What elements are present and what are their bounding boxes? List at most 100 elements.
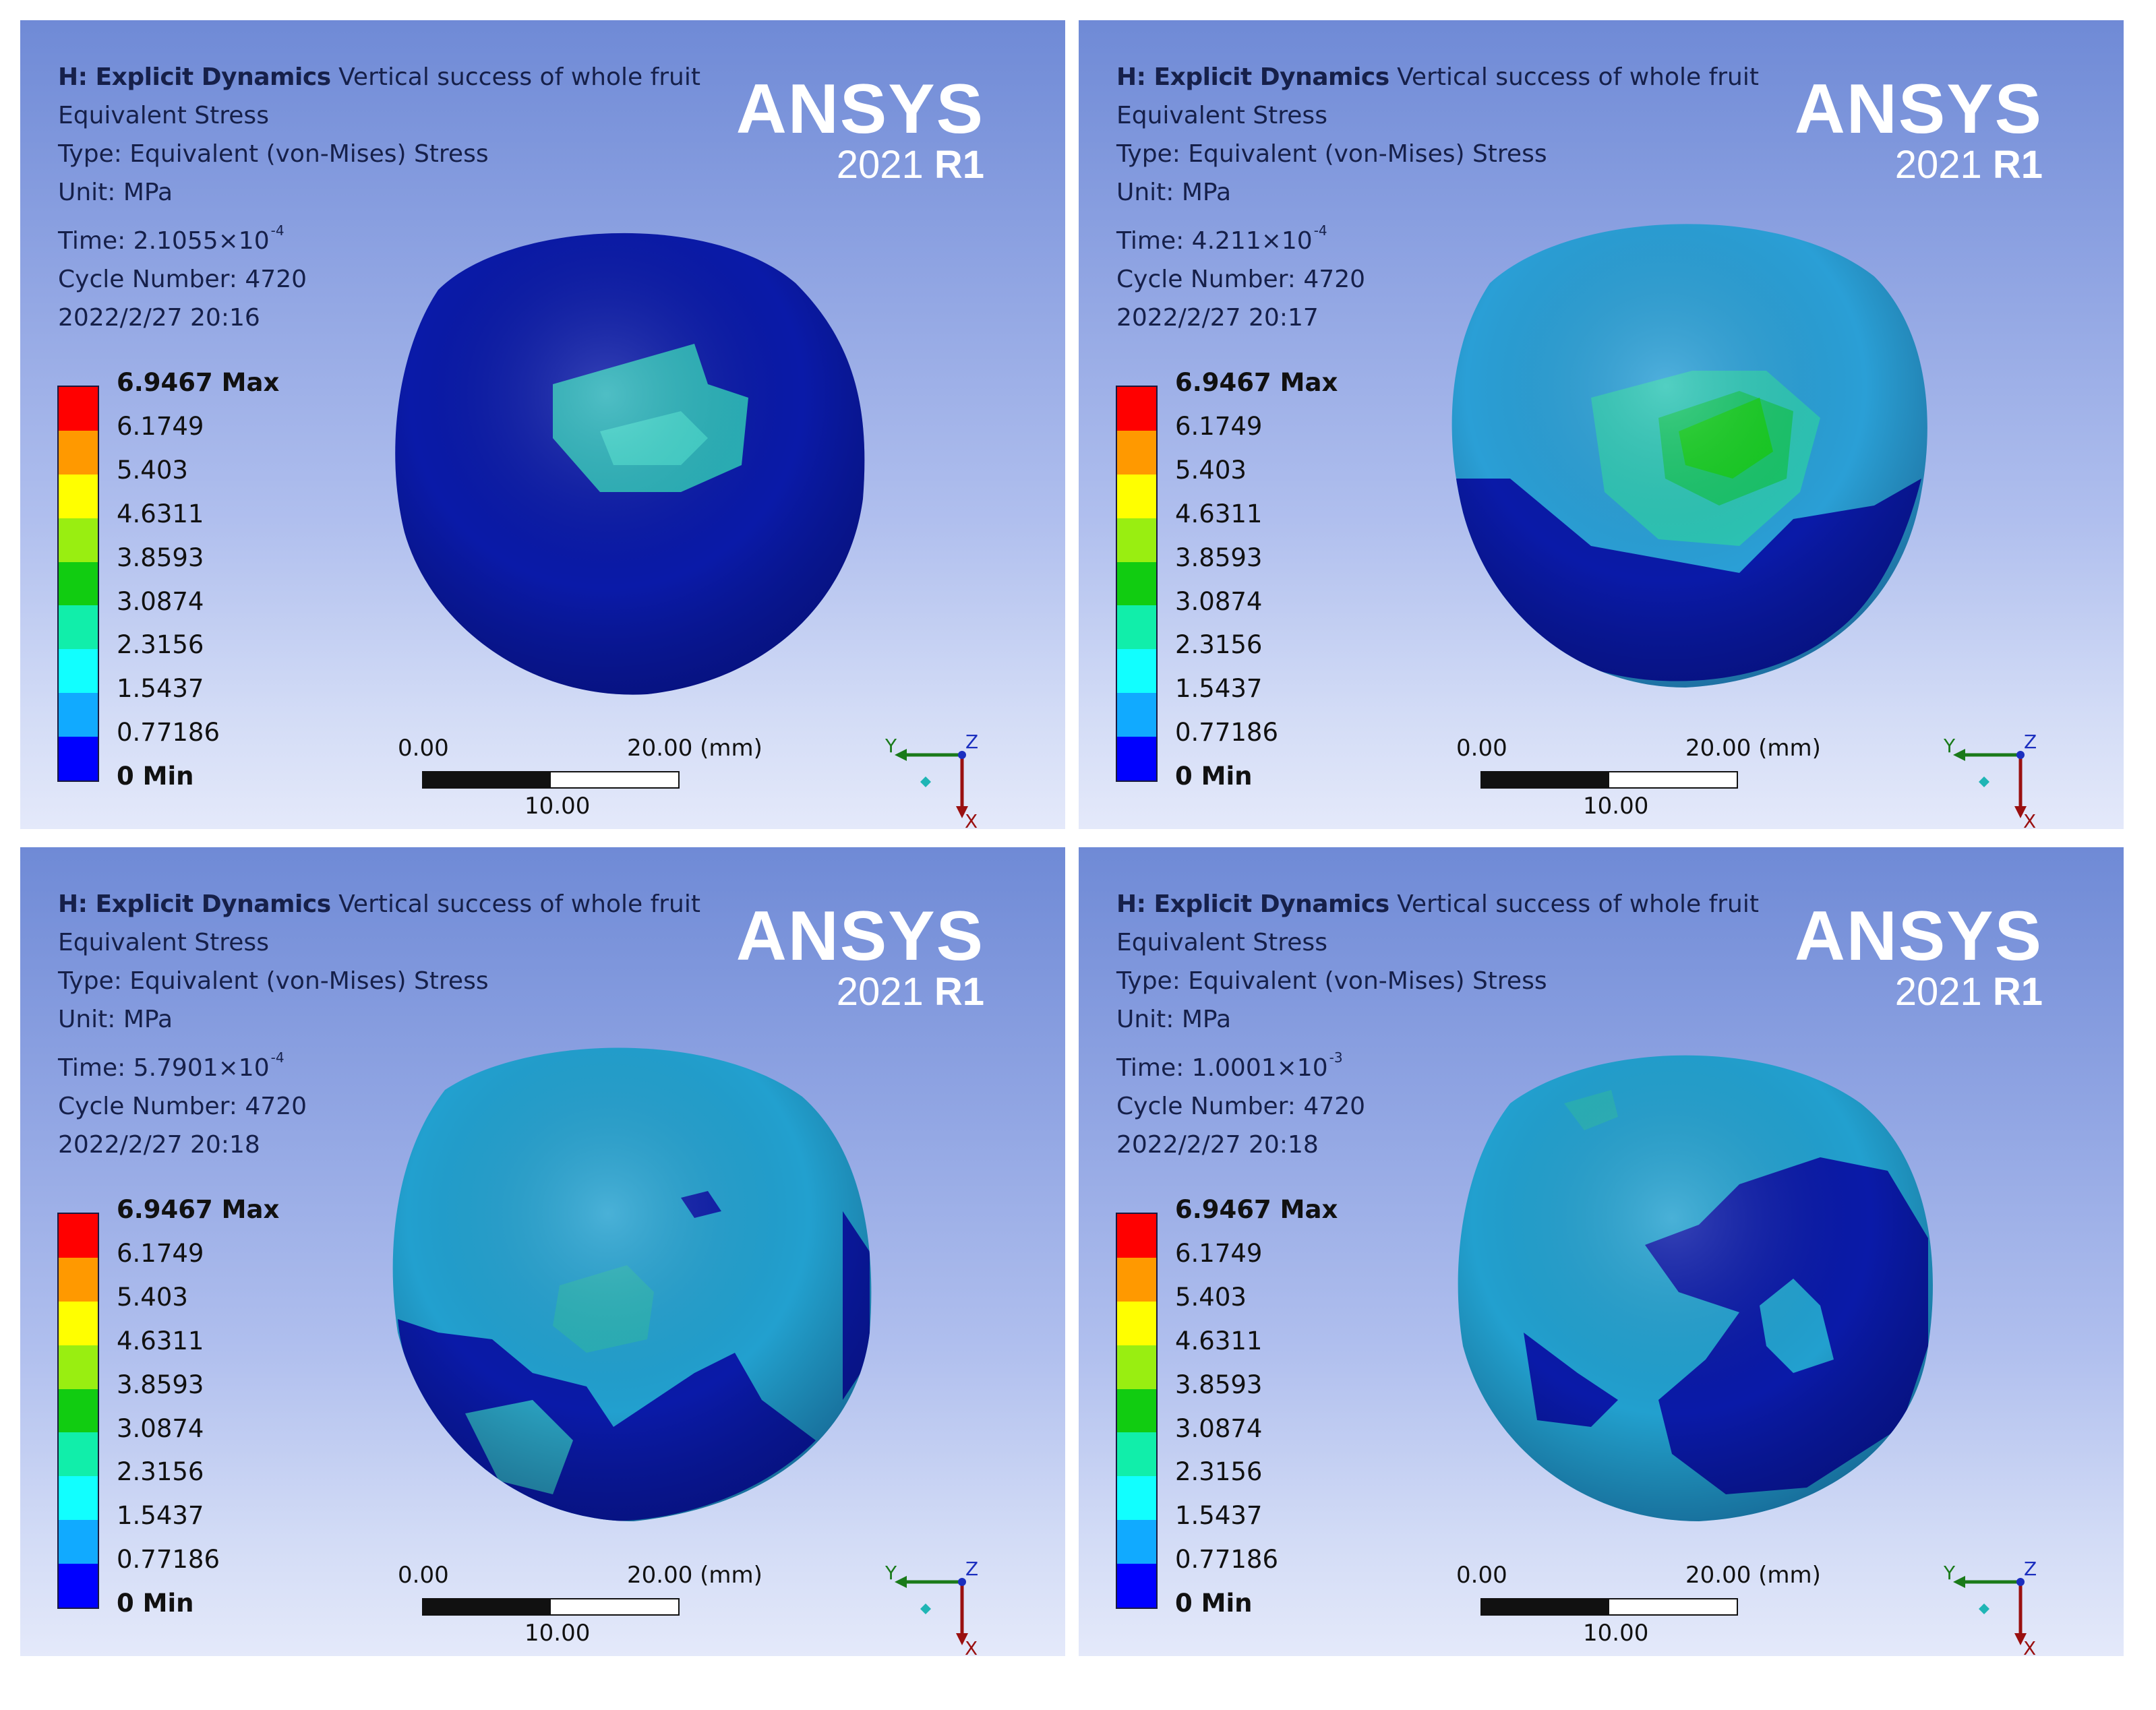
scale-start-label: 0.00 <box>398 1562 449 1589</box>
legend-colorbar <box>1116 386 1158 782</box>
cycle-number: Cycle Number: 4720 <box>1116 266 1365 293</box>
fruit-model[interactable] <box>1389 1022 1996 1568</box>
scale-end-label: 20.00 (mm) <box>627 1562 762 1589</box>
scale-end-label: 20.00 (mm) <box>627 735 762 762</box>
fruit-model[interactable] <box>1389 195 1996 741</box>
time-value: Time: 2.1055×10 <box>58 227 270 255</box>
result-viewport-2[interactable]: H: Explicit Dynamics Vertical success of… <box>1079 20 2124 829</box>
analysis-name: H: Explicit Dynamics <box>1116 63 1389 91</box>
legend-color-band <box>59 1388 98 1433</box>
legend-label: 0 Min <box>1175 1589 1253 1618</box>
axis-triad[interactable]: Y Z X <box>880 728 981 829</box>
legend-label: 1.5437 <box>117 1501 204 1531</box>
legend-color-band <box>59 1564 98 1608</box>
z-axis-dot <box>958 751 966 759</box>
legend-label: 1.5437 <box>1175 674 1263 704</box>
isometric-dot <box>1979 776 1989 787</box>
x-axis-arrow <box>2014 806 2027 818</box>
legend-label: 0.77186 <box>1175 1545 1279 1575</box>
time-exponent: -4 <box>270 1049 285 1066</box>
result-viewport-1[interactable]: H: Explicit Dynamics Vertical success of… <box>20 20 1065 829</box>
result-unit: Unit: MPa <box>1116 179 1232 206</box>
legend-color-band <box>1117 1564 1156 1608</box>
result-title: H: Explicit Dynamics Vertical success of… <box>1116 885 1759 923</box>
ansys-logo: ANSYS 2021 R1 <box>1795 74 2043 187</box>
fruit-model[interactable] <box>330 195 937 741</box>
cycle-number: Cycle Number: 4720 <box>58 266 307 293</box>
legend-color-band <box>1117 1520 1156 1564</box>
scale-end-label: 20.00 (mm) <box>1685 735 1821 762</box>
y-axis-arrow <box>1953 1576 1965 1588</box>
result-info: H: Explicit Dynamics Vertical success of… <box>58 885 700 1164</box>
legend-label: 2.3156 <box>117 1457 204 1487</box>
legend-label: 6.1749 <box>1175 411 1263 441</box>
time-exponent: -4 <box>1313 222 1327 239</box>
legend-label: 3.8593 <box>117 543 204 572</box>
legend-label: 1.5437 <box>1175 1501 1263 1531</box>
legend-label: 3.0874 <box>117 586 204 616</box>
legend-label: 6.9467 Max <box>1175 368 1338 397</box>
legend-label: 2.3156 <box>1175 630 1263 660</box>
fruit-shading <box>392 1047 872 1521</box>
result-type: Type: Equivalent (von-Mises) Stress <box>58 967 489 995</box>
analysis-description: Vertical success of whole fruit <box>338 890 700 918</box>
scale-start-label: 0.00 <box>1456 1562 1507 1589</box>
x-axis-label: X <box>2023 810 2036 829</box>
legend-label: 0 Min <box>1175 762 1253 791</box>
z-axis-dot <box>2016 1578 2025 1586</box>
legend-color-band <box>59 387 98 431</box>
legend-color-band <box>59 693 98 737</box>
logo-release: R1 <box>934 143 984 187</box>
legend-color-band <box>59 561 98 606</box>
result-info: H: Explicit Dynamics Vertical success of… <box>1116 58 1759 337</box>
legend-color-band <box>1117 1301 1156 1345</box>
legend-label: 0 Min <box>117 762 194 791</box>
scale-ruler <box>1480 771 1738 789</box>
result-time: Time: 4.211×10 -4 <box>1116 212 1759 260</box>
legend-color-band <box>1117 1345 1156 1389</box>
legend-color-band <box>1117 605 1156 650</box>
axis-triad[interactable]: Y Z X <box>1938 728 2039 829</box>
legend-label: 6.1749 <box>117 411 204 441</box>
logo-year: 2021 <box>1894 143 1982 187</box>
scale-mid-label: 10.00 <box>525 1620 591 1647</box>
legend-colorbar <box>57 1213 99 1609</box>
timestamp: 2022/2/27 20:16 <box>58 304 260 332</box>
legend-label: 6.1749 <box>1175 1238 1263 1268</box>
cycle-number: Cycle Number: 4720 <box>1116 1093 1365 1120</box>
isometric-dot <box>920 1604 931 1614</box>
fruit-shading <box>395 233 865 695</box>
y-axis-arrow <box>1953 749 1965 761</box>
legend-label: 3.0874 <box>1175 1413 1263 1443</box>
result-viewport-4[interactable]: H: Explicit Dynamics Vertical success of… <box>1079 847 2124 1656</box>
legend-label: 3.8593 <box>1175 1370 1263 1399</box>
scale-ruler <box>422 771 680 789</box>
fruit-shading <box>1451 224 1927 688</box>
scale-ruler <box>422 1598 680 1616</box>
legend-label: 1.5437 <box>117 674 204 704</box>
result-unit: Unit: MPa <box>58 179 173 206</box>
axis-triad[interactable]: Y Z X <box>1938 1555 2039 1656</box>
result-name: Equivalent Stress <box>1116 102 1327 129</box>
legend-label: 2.3156 <box>117 630 204 660</box>
result-name: Equivalent Stress <box>58 102 269 129</box>
result-title: H: Explicit Dynamics Vertical success of… <box>1116 58 1759 96</box>
legend-label: 0.77186 <box>1175 718 1279 747</box>
result-viewport-3[interactable]: H: Explicit Dynamics Vertical success of… <box>20 847 1065 1656</box>
result-info: H: Explicit Dynamics Vertical success of… <box>58 58 700 337</box>
legend-label: 4.6311 <box>117 1326 204 1355</box>
legend-color-band <box>59 1520 98 1564</box>
legend-color-band <box>59 1301 98 1345</box>
fruit-model[interactable] <box>330 1022 937 1568</box>
axis-triad[interactable]: Y Z X <box>880 1555 981 1656</box>
z-axis-dot <box>2016 751 2025 759</box>
x-axis-label: X <box>965 810 978 829</box>
legend-label: 3.0874 <box>117 1413 204 1443</box>
legend-color-band <box>1117 649 1156 694</box>
analysis-description: Vertical success of whole fruit <box>1397 890 1759 918</box>
y-axis-label: Y <box>1943 735 1956 757</box>
legend-label: 6.9467 Max <box>117 368 280 397</box>
logo-release: R1 <box>1992 143 2043 187</box>
legend-color-band <box>1117 1388 1156 1433</box>
time-exponent: -4 <box>270 222 285 239</box>
